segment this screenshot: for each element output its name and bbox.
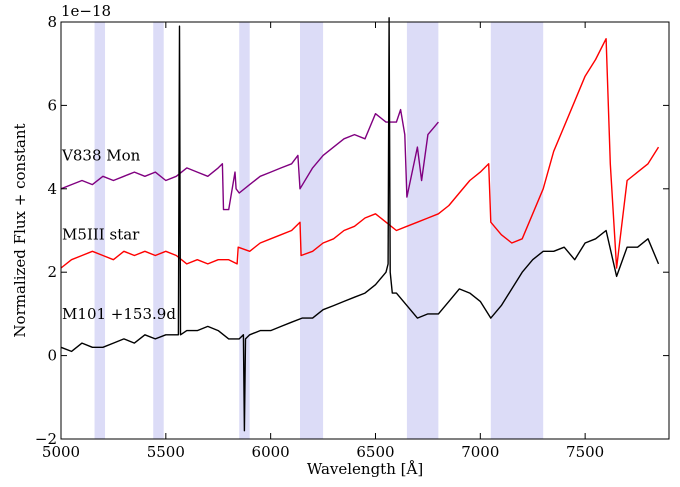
y-tick-label: 4 — [47, 180, 57, 198]
y-tick-label: −2 — [35, 430, 57, 448]
series-line-v838-mon — [60, 108, 439, 211]
shaded-band-3 — [300, 22, 324, 439]
shaded-band-4 — [406, 22, 439, 439]
y-tick-label: 0 — [47, 347, 57, 365]
x-tick-label: 5500 — [147, 443, 185, 461]
x-tick-label: 6500 — [356, 443, 394, 461]
series-line-m101-153-9d — [60, 17, 660, 432]
plot-frame — [60, 21, 670, 440]
series-annotations: V838 Mon M5III star M101 +153.9d — [61, 146, 176, 322]
shaded-band-5 — [490, 22, 544, 439]
x-axis-label: Wavelength [Å] — [307, 460, 423, 478]
series-annotation: M101 +153.9d — [62, 305, 176, 323]
shaded-band-0 — [94, 22, 106, 439]
y-tick-label: 6 — [47, 96, 57, 114]
x-tick-label: 5000 — [42, 443, 80, 461]
axis-ticks: 5000 5500 6000 6500 7000 7500 −2 0 2 4 6 8 — [35, 13, 669, 461]
shaded-band-1 — [153, 22, 164, 439]
y-tick-label: 2 — [47, 263, 57, 281]
shaded-band-2 — [239, 22, 250, 439]
y-offset-text: 1e−18 — [61, 2, 111, 20]
series-annotation: M5III star — [62, 226, 140, 244]
x-tick-label: 6000 — [252, 443, 290, 461]
y-axis-label: Normalized Flux + constant — [11, 123, 29, 337]
shaded-bands — [94, 22, 544, 439]
x-tick-label: 7000 — [461, 443, 499, 461]
x-tick-label: 7500 — [566, 443, 604, 461]
spectra-series — [60, 17, 660, 432]
series-annotation: V838 Mon — [61, 146, 141, 164]
series-line-m5iii-star — [60, 38, 660, 269]
y-tick-label: 8 — [47, 13, 57, 31]
